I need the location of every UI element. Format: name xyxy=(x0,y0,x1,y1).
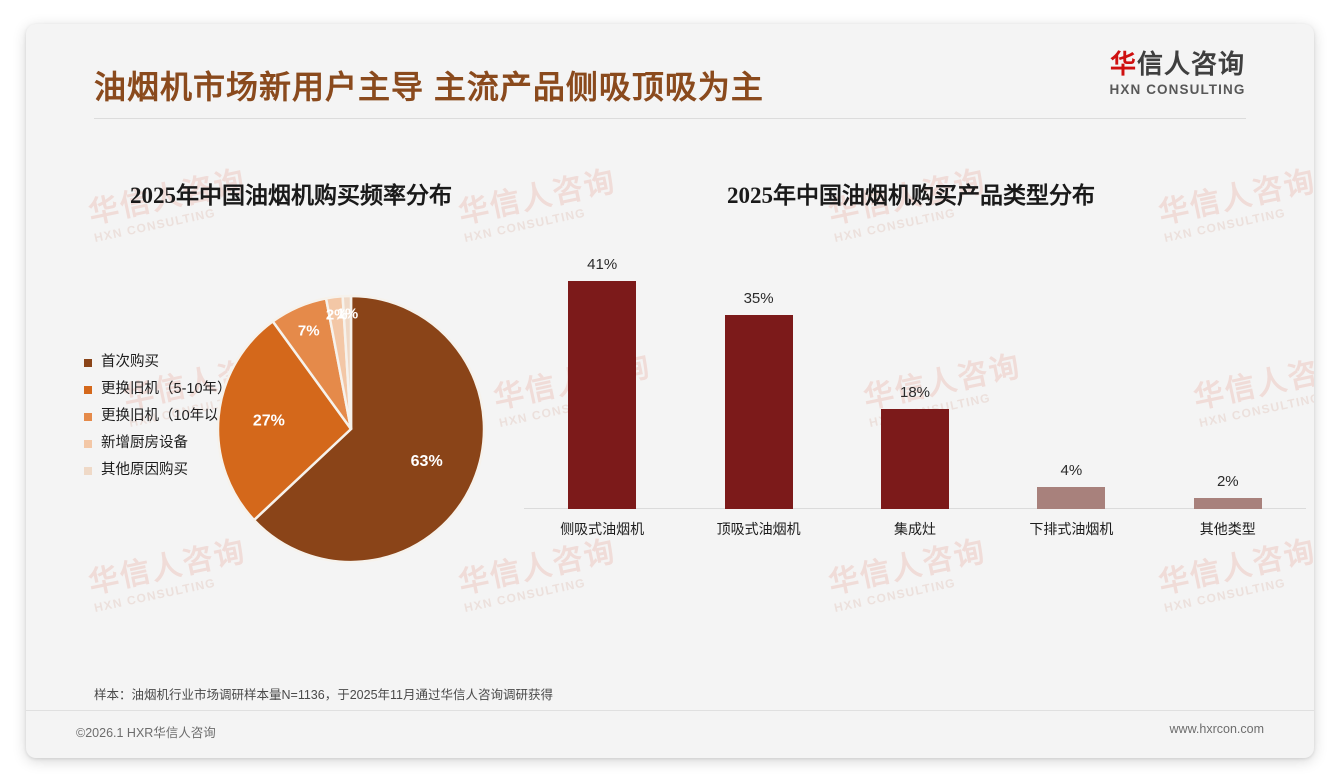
logo-english-text: HXN CONSULTING xyxy=(1109,81,1246,97)
pie-legend-item[interactable]: 首次购买 xyxy=(84,354,234,381)
bar-column: 18% 集成灶 xyxy=(848,384,983,537)
website-url[interactable]: www.hxrcon.com xyxy=(1169,722,1264,736)
legend-swatch-icon xyxy=(84,467,92,475)
bar-category-label: 集成灶 xyxy=(894,521,936,537)
bar-chart-title: 2025年中国油烟机购买产品类型分布 xyxy=(727,183,1095,208)
logo-chinese-text: 华信人咨询 xyxy=(1085,50,1270,79)
bar-chart-plot-area: 41% 侧吸式油烟机 35% 顶吸式油烟机 18% 集成灶 4% 下排式油烟机 2% 其他类型 xyxy=(524,236,1306,566)
bar-column: 41% 侧吸式油烟机 xyxy=(535,256,670,537)
pie-slice-label: 2% xyxy=(326,306,348,323)
pie-slice[interactable] xyxy=(216,319,353,522)
legend-swatch-icon xyxy=(84,440,92,448)
pie-chart-graphic: 63% 27% 7% 2% 1% xyxy=(216,294,486,564)
bar[interactable] xyxy=(1037,487,1106,509)
page-title: 油烟机市场新用户主导 主流产品侧吸顶吸为主 xyxy=(94,69,764,105)
source-footnote: 样本：油烟机行业市场调研样本量N=1136，于2025年11月通过华信人咨询调研… xyxy=(94,688,553,702)
bar-value-label: 2% xyxy=(1216,473,1239,490)
pie-legend-label: 更换旧机（5-10年） xyxy=(101,381,232,397)
pie-legend-item[interactable]: 更换旧机（5-10年） xyxy=(84,381,234,408)
pie-legend-label: 首次购买 xyxy=(101,354,159,370)
title-divider xyxy=(94,118,1246,119)
pie-legend-label: 其他原因购买 xyxy=(101,462,188,478)
bar-value-label: 41% xyxy=(587,256,618,273)
bar-category-label: 其他类型 xyxy=(1199,521,1256,537)
bar-column: 4% 下排式油烟机 xyxy=(1004,462,1139,537)
pie-chart-panel: 2025年中国油烟机购买频率分布 首次购买更换旧机（5-10年） 更换旧机（10年… xyxy=(56,176,526,616)
bar-value-label: 4% xyxy=(1060,462,1083,479)
pie-legend-item[interactable]: 新增厨房设备 xyxy=(84,435,234,462)
pie-slice[interactable] xyxy=(252,294,486,564)
pie-legend-item[interactable]: 其他原因购买 xyxy=(84,462,234,489)
bar-column: 2% 其他类型 xyxy=(1160,473,1295,537)
pie-legend-item[interactable]: 更换旧机（10年以上） xyxy=(84,408,248,435)
slide-canvas: 华信人咨询 HXN CONSULTING 华信人咨询 HXN CONSULTING 华信… xyxy=(26,24,1314,758)
bar[interactable] xyxy=(724,315,793,509)
bar-category-label: 顶吸式油烟机 xyxy=(716,521,801,537)
pie-slice-label: 27% xyxy=(253,412,285,429)
legend-swatch-icon xyxy=(84,413,92,421)
footer-divider xyxy=(26,710,1314,711)
bar[interactable] xyxy=(881,409,949,509)
slide-header: 油烟机市场新用户主导 主流产品侧吸顶吸为主 华信人咨询 HXN CONSULTI… xyxy=(26,24,1314,134)
bar-category-label: 下排式油烟机 xyxy=(1029,521,1114,537)
pie-legend: 首次购买更换旧机（5-10年） 更换旧机（10年以上） 新增厨房设备 其他原因购买 xyxy=(84,354,248,489)
pie-slice-label: 63% xyxy=(411,453,443,470)
bar-category-label: 侧吸式油烟机 xyxy=(560,521,645,537)
bar-column: 35% 顶吸式油烟机 xyxy=(691,290,826,537)
pie-slice-label: 1% xyxy=(337,306,359,323)
legend-swatch-icon xyxy=(84,386,92,394)
logo-char-hua: 华 xyxy=(1109,49,1137,79)
bar-value-label: 35% xyxy=(743,290,774,307)
bar[interactable] xyxy=(1193,498,1262,509)
pie-slice[interactable] xyxy=(341,294,353,430)
bar-value-label: 18% xyxy=(899,384,931,401)
pie-legend-label: 新增厨房设备 xyxy=(101,435,188,451)
bar[interactable] xyxy=(568,281,637,509)
legend-swatch-icon xyxy=(84,359,92,367)
bar-chart-panel: 2025年中国油烟机购买产品类型分布 41% 侧吸式油烟机 35% 顶吸式油烟机 18%… xyxy=(516,176,1306,616)
pie-chart-title: 2025年中国油烟机购买频率分布 xyxy=(130,183,452,208)
copyright-text: ©2026.1 HXR华信人咨询 xyxy=(76,726,216,740)
pie-slice-label: 7% xyxy=(298,322,320,339)
pie-legend-label: 更换旧机（10年以上） xyxy=(101,408,248,424)
company-logo: 华信人咨询 HXN CONSULTING xyxy=(1085,50,1270,97)
pie-chart-svg: 63% 27% 7% 2%1% xyxy=(216,294,486,564)
logo-chars-rest: 信人咨询 xyxy=(1137,49,1246,79)
slide-footer: ©2026.1 HXR华信人咨询 www.hxrcon.com xyxy=(26,711,1314,758)
